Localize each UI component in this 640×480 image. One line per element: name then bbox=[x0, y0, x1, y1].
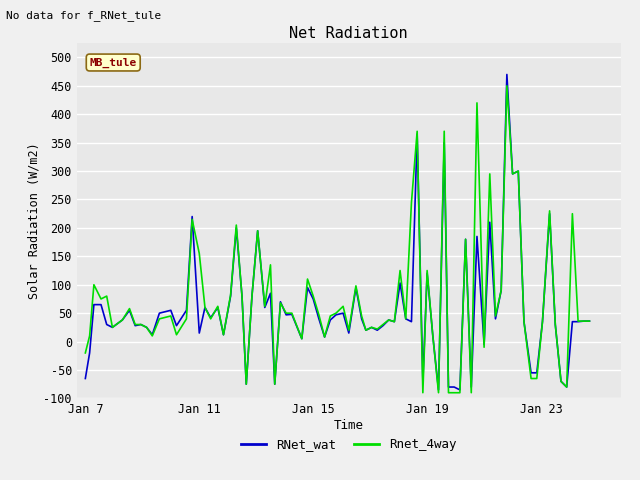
Rnet_4way bbox=[267, 262, 275, 268]
Legend: RNet_wat, Rnet_4way: RNet_wat, Rnet_4way bbox=[236, 433, 462, 456]
Text: No data for f_RNet_tule: No data for f_RNet_tule bbox=[6, 10, 162, 21]
Rnet_4way bbox=[173, 332, 180, 337]
RNet_wat bbox=[243, 381, 250, 387]
Rnet_4way bbox=[243, 381, 250, 387]
RNet_wat bbox=[173, 323, 180, 328]
RNet_wat bbox=[81, 376, 89, 382]
Rnet_4way bbox=[345, 327, 353, 333]
Line: Rnet_4way: Rnet_4way bbox=[85, 86, 589, 393]
Rnet_4way bbox=[568, 211, 576, 216]
RNet_wat bbox=[586, 318, 593, 324]
RNet_wat bbox=[568, 319, 576, 324]
RNet_wat bbox=[248, 293, 256, 299]
RNet_wat bbox=[267, 290, 275, 296]
X-axis label: Time: Time bbox=[334, 419, 364, 432]
Rnet_4way bbox=[503, 83, 511, 89]
RNet_wat bbox=[435, 387, 442, 393]
Rnet_4way bbox=[81, 350, 89, 356]
Line: RNet_wat: RNet_wat bbox=[85, 74, 589, 390]
Y-axis label: Solar Radiation (W/m2): Solar Radiation (W/m2) bbox=[28, 143, 41, 299]
Text: MB_tule: MB_tule bbox=[90, 58, 137, 68]
Rnet_4way bbox=[586, 318, 593, 324]
Title: Net Radiation: Net Radiation bbox=[289, 25, 408, 41]
RNet_wat bbox=[503, 72, 511, 77]
Rnet_4way bbox=[248, 293, 256, 299]
Rnet_4way bbox=[419, 390, 427, 396]
RNet_wat bbox=[345, 330, 353, 336]
